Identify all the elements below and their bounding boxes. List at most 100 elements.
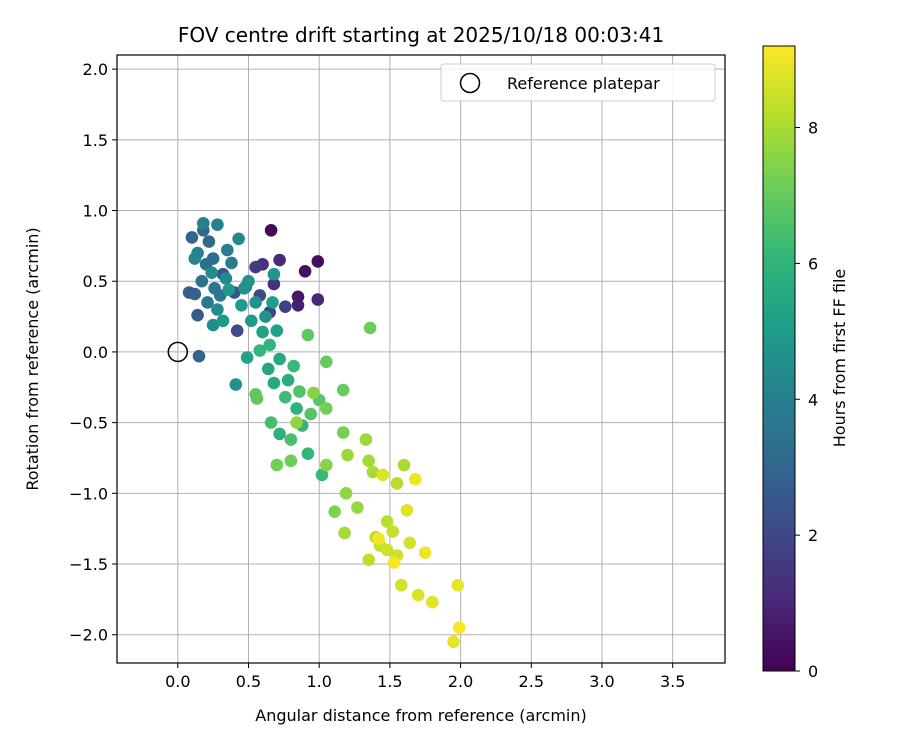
- x-tick-label: 2.5: [519, 672, 544, 691]
- data-point: [301, 328, 315, 342]
- colorbar: [763, 46, 795, 671]
- data-point: [195, 274, 209, 288]
- data-point: [250, 392, 264, 405]
- data-point: [225, 256, 238, 270]
- data-point: [205, 266, 218, 280]
- data-point: [262, 362, 275, 376]
- grid-lines: [117, 55, 725, 663]
- chart-title: FOV centre drift starting at 2025/10/18 …: [178, 23, 664, 47]
- data-point: [249, 260, 262, 274]
- x-tick-label: 3.0: [589, 672, 614, 691]
- data-point: [336, 383, 350, 397]
- data-point: [211, 218, 224, 231]
- data-point: [270, 324, 284, 338]
- data-point: [266, 296, 279, 309]
- y-axis-ticks: −2.0 −1.5 −1.0 −0.5 0.0 0.5 1.0 1.5 2.0: [69, 60, 117, 645]
- data-point: [267, 267, 281, 281]
- data-point: [259, 310, 272, 323]
- data-point: [216, 314, 230, 328]
- colorbar-tick-label: 4: [808, 390, 818, 409]
- data-point: [270, 458, 284, 472]
- data-point: [380, 515, 394, 528]
- data-point: [279, 300, 292, 314]
- x-tick-label: 2.0: [448, 672, 473, 691]
- data-point: [264, 224, 278, 237]
- y-tick-label: −1.5: [69, 555, 108, 574]
- data-point: [287, 359, 301, 373]
- data-point: [409, 472, 422, 486]
- data-point: [380, 543, 394, 557]
- data-point: [362, 553, 376, 567]
- data-point: [376, 468, 390, 482]
- data-point: [221, 243, 234, 257]
- data-point: [273, 352, 286, 366]
- data-point: [279, 390, 292, 404]
- data-point: [311, 293, 325, 306]
- data-point: [240, 351, 254, 364]
- data-point: [197, 217, 210, 230]
- y-tick-label: −2.0: [69, 626, 108, 645]
- x-tick-label: 3.5: [660, 672, 685, 691]
- data-point: [185, 231, 199, 244]
- y-axis-label: Rotation from reference (arcmin): [23, 227, 42, 490]
- data-point: [447, 635, 460, 649]
- data-point: [341, 448, 354, 462]
- data-point: [400, 504, 414, 517]
- colorbar-tick-label: 6: [808, 254, 818, 273]
- x-axis-label: Angular distance from reference (arcmin): [255, 706, 586, 725]
- data-point: [390, 477, 404, 490]
- data-point: [293, 385, 306, 398]
- scatter-points: [182, 217, 466, 649]
- reference-platepar-marker: [167, 341, 189, 363]
- plot-frame: [116, 54, 726, 664]
- x-axis-ticks: 0.0 0.5 1.0 1.5 2.0 2.5 3.0 3.5: [165, 663, 685, 691]
- data-point: [191, 308, 204, 322]
- data-point: [397, 458, 411, 472]
- data-point: [188, 287, 202, 301]
- data-point: [242, 274, 255, 288]
- data-point: [351, 501, 364, 514]
- data-point: [338, 526, 351, 540]
- data-point: [256, 325, 269, 339]
- data-point: [320, 355, 333, 369]
- data-point: [232, 232, 245, 246]
- data-point: [290, 416, 303, 429]
- data-point: [394, 578, 408, 592]
- data-point: [211, 303, 224, 316]
- data-point: [201, 296, 214, 309]
- colorbar-frame: [762, 45, 796, 672]
- x-tick-label: 0.0: [165, 672, 190, 691]
- data-point: [307, 386, 320, 400]
- x-tick-label: 1.5: [377, 672, 402, 691]
- data-point: [320, 458, 333, 472]
- data-point: [230, 324, 244, 338]
- data-point: [304, 407, 318, 421]
- data-point: [452, 621, 466, 634]
- y-tick-label: −1.0: [69, 484, 108, 503]
- data-point: [363, 321, 377, 335]
- data-point: [336, 426, 350, 439]
- x-tick-label: 0.5: [236, 672, 261, 691]
- data-point: [387, 556, 401, 569]
- data-point: [301, 447, 315, 461]
- data-point: [372, 532, 385, 545]
- data-point: [386, 525, 400, 538]
- data-point: [253, 344, 267, 357]
- data-point: [362, 454, 376, 468]
- data-point: [267, 277, 281, 291]
- data-point: [245, 314, 258, 328]
- colorbar-tick-label: 0: [808, 662, 818, 681]
- data-point: [284, 433, 298, 446]
- colorbar-tick-label: 8: [808, 119, 818, 138]
- data-point: [273, 253, 286, 267]
- legend: Reference platepar: [440, 63, 716, 102]
- data-point: [264, 416, 278, 429]
- data-point: [284, 454, 298, 468]
- data-point: [291, 299, 305, 312]
- data-point: [273, 427, 286, 441]
- data-point: [202, 235, 216, 248]
- data-point: [315, 468, 329, 482]
- data-point: [281, 373, 295, 387]
- data-point: [339, 487, 353, 500]
